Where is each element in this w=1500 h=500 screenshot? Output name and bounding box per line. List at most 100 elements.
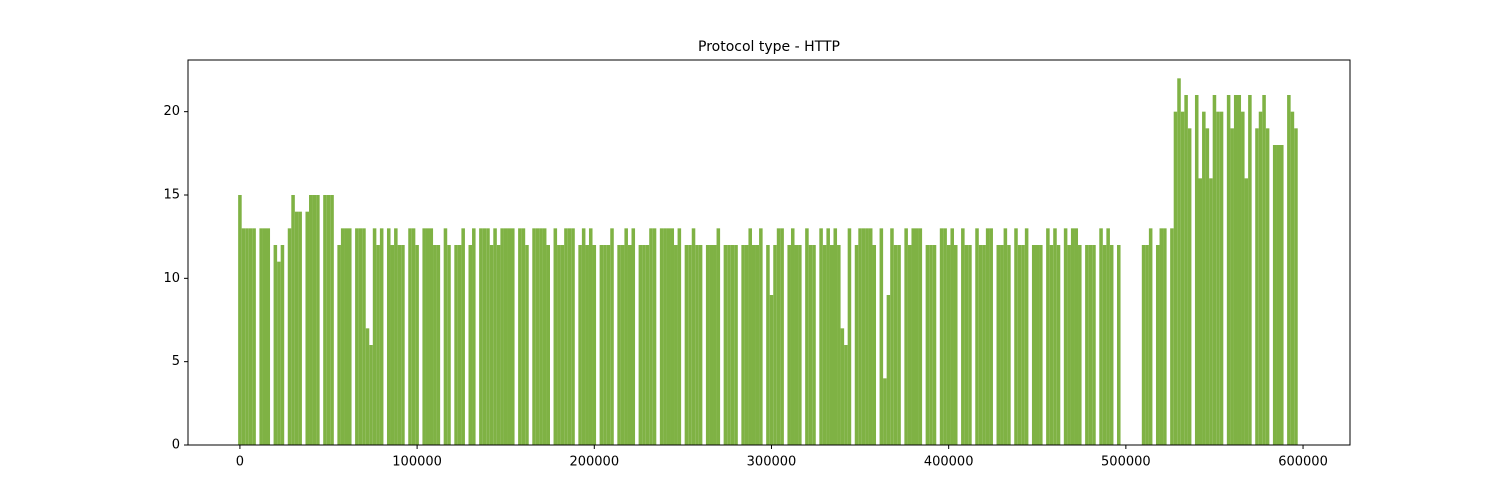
bar bbox=[1294, 128, 1298, 446]
bar bbox=[1014, 228, 1018, 445]
bar bbox=[1237, 95, 1242, 445]
bar bbox=[932, 245, 937, 445]
bar bbox=[340, 228, 345, 445]
bar bbox=[1021, 245, 1025, 445]
bar bbox=[507, 228, 512, 445]
bar bbox=[755, 245, 760, 445]
bar bbox=[521, 228, 526, 445]
bar bbox=[535, 228, 540, 445]
bar bbox=[457, 245, 462, 445]
bar bbox=[698, 245, 703, 445]
bar bbox=[1255, 128, 1259, 446]
bar bbox=[1262, 95, 1266, 445]
bar bbox=[826, 228, 830, 445]
bar bbox=[1053, 228, 1057, 445]
bar bbox=[734, 245, 738, 445]
bar bbox=[741, 245, 745, 445]
bar bbox=[978, 245, 983, 445]
bar bbox=[252, 228, 256, 445]
bar bbox=[1046, 228, 1050, 445]
bar bbox=[1035, 245, 1040, 445]
bar bbox=[326, 195, 331, 445]
y-tick-label: 5 bbox=[172, 354, 180, 369]
bar bbox=[847, 228, 852, 445]
bar bbox=[996, 245, 1001, 445]
bar bbox=[518, 228, 522, 445]
bar bbox=[950, 228, 954, 445]
bar bbox=[323, 195, 327, 445]
bar bbox=[386, 228, 391, 445]
bar bbox=[1000, 245, 1004, 445]
bar bbox=[638, 245, 643, 445]
bar bbox=[468, 245, 473, 445]
bar bbox=[872, 245, 877, 445]
bar bbox=[705, 245, 710, 445]
bar bbox=[787, 245, 791, 445]
bar bbox=[588, 228, 593, 445]
bar bbox=[794, 245, 799, 445]
bar bbox=[511, 228, 515, 445]
bar bbox=[709, 245, 714, 445]
bar bbox=[918, 228, 923, 445]
bar bbox=[663, 228, 667, 445]
bar bbox=[1209, 178, 1213, 446]
bar bbox=[1244, 178, 1249, 446]
bar bbox=[259, 228, 263, 445]
bar bbox=[443, 228, 448, 445]
bar bbox=[1102, 245, 1107, 445]
bar bbox=[1248, 95, 1252, 445]
bar bbox=[688, 245, 692, 445]
bar bbox=[553, 228, 558, 445]
bar bbox=[677, 228, 682, 445]
bar bbox=[337, 245, 341, 445]
x-tick-label: 0 bbox=[236, 455, 244, 470]
bar bbox=[716, 228, 721, 445]
x-tick-label: 600000 bbox=[1278, 455, 1328, 470]
y-tick-label: 20 bbox=[163, 104, 180, 119]
bar bbox=[241, 228, 246, 445]
bar bbox=[454, 245, 458, 445]
bar bbox=[1216, 111, 1220, 446]
bar bbox=[929, 245, 933, 445]
bar bbox=[964, 245, 969, 445]
bar bbox=[617, 245, 621, 445]
bar bbox=[642, 245, 646, 445]
bar bbox=[1145, 245, 1149, 445]
chart-title: Protocol type - HTTP bbox=[698, 39, 840, 55]
bar bbox=[461, 228, 465, 445]
bar bbox=[1177, 78, 1181, 445]
bar bbox=[493, 228, 497, 445]
bar bbox=[946, 245, 951, 445]
bar bbox=[362, 228, 366, 445]
bar bbox=[840, 328, 845, 445]
x-tick-label: 400000 bbox=[924, 455, 974, 470]
bar bbox=[599, 245, 604, 445]
bar bbox=[890, 228, 894, 445]
bar bbox=[344, 228, 349, 445]
bar bbox=[769, 295, 774, 445]
bar bbox=[425, 228, 430, 445]
bar bbox=[953, 245, 958, 445]
bar bbox=[532, 228, 536, 445]
bar bbox=[780, 228, 784, 445]
bar bbox=[808, 245, 813, 445]
bar bbox=[695, 245, 699, 445]
bar bbox=[390, 245, 395, 445]
bar bbox=[893, 245, 898, 445]
bar bbox=[1180, 111, 1185, 446]
bar bbox=[773, 245, 777, 445]
bar bbox=[1074, 228, 1079, 445]
bar bbox=[603, 245, 607, 445]
bar bbox=[691, 228, 696, 445]
bar bbox=[879, 228, 884, 445]
bar bbox=[369, 345, 373, 445]
bar bbox=[886, 295, 891, 445]
bar bbox=[330, 195, 334, 445]
bar bbox=[829, 245, 834, 445]
x-tick-label: 200000 bbox=[569, 455, 619, 470]
bar bbox=[1233, 95, 1238, 445]
bar bbox=[985, 228, 990, 445]
bar bbox=[911, 228, 916, 445]
